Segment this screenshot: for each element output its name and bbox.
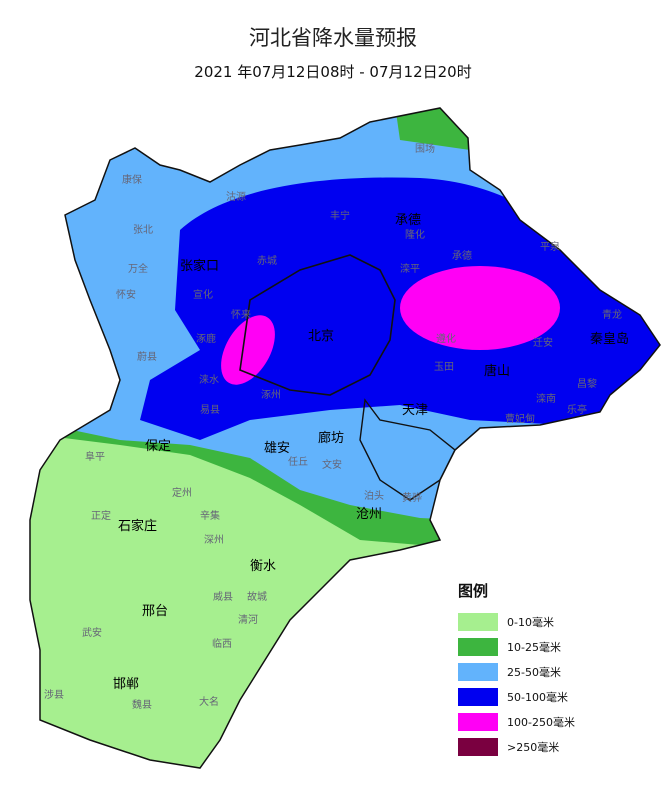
county-label: 蔚县	[137, 351, 157, 363]
legend-item: 10-25毫米	[458, 634, 575, 659]
city-label: 石家庄	[118, 518, 157, 534]
county-label: 易县	[200, 404, 220, 416]
county-label: 威县	[213, 590, 233, 603]
county-label: 曹妃甸	[505, 412, 535, 425]
county-label: 魏县	[132, 698, 152, 711]
city-label: 沧州	[356, 506, 382, 522]
county-label: 泊头	[364, 490, 384, 502]
county-label: 康保	[122, 173, 142, 186]
county-label: 阜平	[85, 450, 105, 463]
county-label: 临西	[212, 637, 232, 650]
county-label: 怀安	[116, 288, 136, 301]
county-label: 涿鹿	[196, 332, 216, 345]
city-label: 邯郸	[113, 677, 139, 692]
county-label: 清河	[238, 613, 258, 626]
county-label: 昌黎	[577, 377, 597, 390]
legend-swatch	[458, 737, 498, 756]
legend-swatch	[458, 712, 498, 731]
county-label: 赤城	[257, 255, 277, 267]
legend-label: 100-250毫米	[507, 715, 575, 729]
legend-swatch	[458, 662, 498, 681]
county-label: 沽源	[226, 190, 246, 203]
legend-item: 50-100毫米	[458, 684, 575, 709]
county-label: 黄骅	[402, 491, 422, 504]
county-label: 涿州	[261, 389, 281, 401]
legend-label: 10-25毫米	[507, 640, 561, 654]
county-label: 滦平	[400, 262, 420, 275]
county-label: 隆化	[405, 228, 425, 241]
county-label: 平泉	[540, 240, 560, 253]
county-label: 玉田	[434, 362, 454, 373]
city-label: 唐山	[484, 363, 510, 379]
legend-item: 0-10毫米	[458, 609, 575, 634]
legend-item: >250毫米	[458, 734, 575, 759]
city-label: 天津	[402, 403, 428, 418]
legend-label: 0-10毫米	[507, 615, 554, 629]
county-label: 故城	[247, 590, 267, 603]
legend-item: 25-50毫米	[458, 659, 575, 684]
county-label: 围场	[415, 142, 435, 155]
city-label: 廊坊	[318, 430, 344, 446]
legend-title: 图例	[458, 582, 489, 600]
city-label: 北京	[308, 329, 334, 344]
county-label: 丰宁	[330, 209, 350, 222]
county-label: 定州	[172, 486, 192, 499]
region-100-250mm-west	[221, 315, 275, 385]
county-label: 涉县	[44, 688, 64, 701]
county-label: 宣化	[193, 288, 213, 301]
county-label: 青龙	[602, 308, 622, 321]
city-label: 承德	[395, 213, 421, 228]
city-label: 衡水	[250, 559, 276, 574]
legend-swatch	[458, 612, 498, 631]
city-label: 秦皇岛	[590, 331, 629, 347]
county-label: 承德	[452, 249, 472, 262]
legend-swatch	[458, 637, 498, 656]
county-label: 滦南	[536, 392, 556, 405]
legend-label: 50-100毫米	[507, 690, 568, 704]
legend-swatch	[458, 687, 498, 706]
hebei-boundary	[29, 107, 661, 769]
region-100-250mm-east	[400, 266, 560, 350]
city-label: 雄安	[264, 441, 290, 456]
county-label: 任丘	[288, 455, 308, 468]
city-label: 张家口	[180, 258, 219, 274]
county-label: 深州	[204, 534, 224, 546]
county-label: 迁安	[533, 336, 553, 349]
county-label: 辛集	[200, 509, 220, 522]
beijing-boundary	[239, 254, 396, 396]
county-label: 涞水	[199, 374, 219, 386]
county-label: 大名	[199, 695, 219, 708]
county-label: 怀来	[231, 309, 251, 321]
county-label: 遵化	[436, 332, 456, 345]
legend-label: 25-50毫米	[507, 665, 561, 679]
legend-label: >250毫米	[507, 740, 560, 754]
forecast-period: 2021 年07月12日08时 - 07月12日20时	[194, 63, 472, 81]
legend-item: 100-250毫米	[458, 709, 575, 734]
county-label: 武安	[82, 626, 102, 639]
county-label: 万全	[128, 262, 148, 275]
map-title: 河北省降水量预报	[249, 26, 417, 50]
county-label: 张北	[133, 224, 153, 236]
city-label: 保定	[145, 439, 171, 454]
city-label: 邢台	[142, 604, 168, 619]
county-label: 文安	[322, 458, 342, 471]
county-label: 正定	[91, 509, 111, 522]
county-label: 乐亭	[567, 403, 587, 416]
legend: 图例 0-10毫米 10-25毫米 25-50毫米 50-100毫米 100-250毫米…	[458, 580, 575, 759]
